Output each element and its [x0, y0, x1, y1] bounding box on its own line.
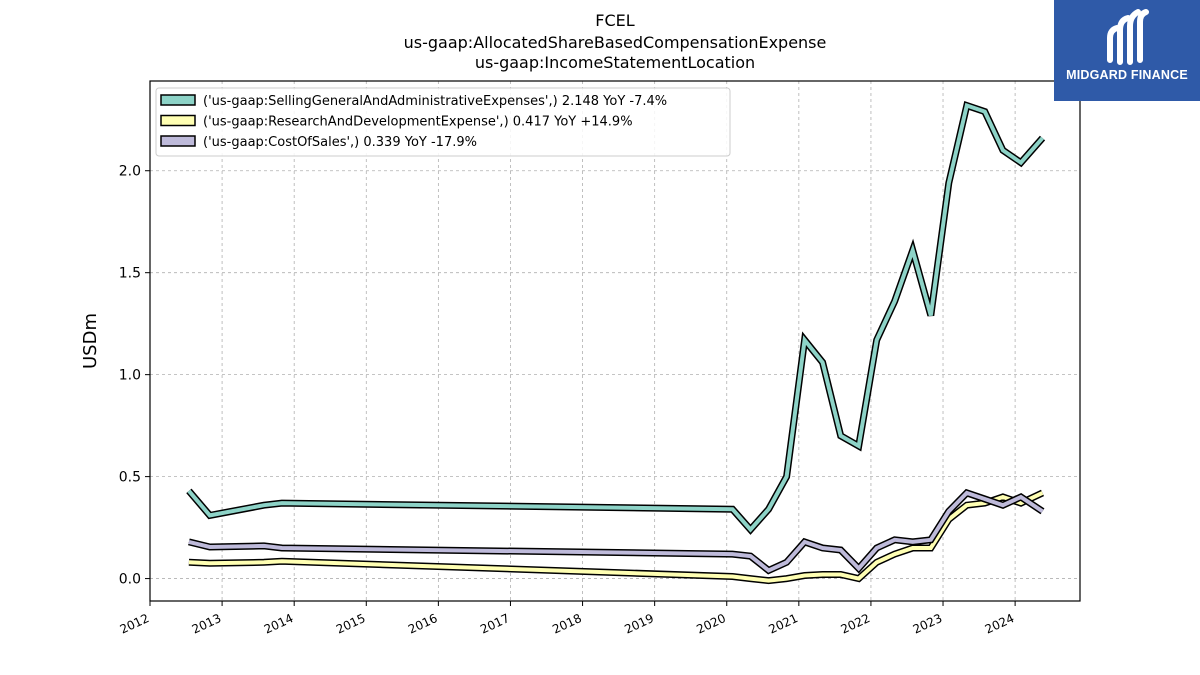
series-stroke: [187, 102, 1045, 533]
chart-title: FCEL us-gaap:AllocatedShareBasedCompensa…: [404, 11, 827, 72]
plot-area-frame: [149, 80, 1081, 602]
logo-text: MIDGARD FINANCE: [1066, 68, 1188, 82]
x-tick-label: 2020: [694, 611, 728, 637]
legend-item: ('us-gaap:ResearchAndDevelopmentExpense'…: [160, 114, 633, 130]
x-tick-label: 2016: [406, 611, 440, 637]
y-tick-label: 0.0: [119, 572, 141, 588]
x-tick-label: 2013: [190, 611, 224, 637]
title-line-1: FCEL: [595, 11, 634, 30]
x-tick-label: 2021: [767, 611, 801, 637]
x-tick-label: 2012: [118, 611, 152, 637]
y-axis: 0.0 0.5 1.0 1.5 2.0: [119, 164, 150, 588]
y-tick-label: 1.5: [119, 266, 141, 282]
legend-label: ('us-gaap:SellingGeneralAndAdministrativ…: [203, 94, 667, 109]
x-tick-label: 2015: [334, 611, 368, 637]
series-line-3: [188, 488, 1045, 575]
legend-swatch: [160, 114, 196, 127]
legend-swatch: [160, 135, 196, 147]
x-tick-label: 2019: [622, 611, 656, 637]
grid: [149, 81, 1080, 601]
legend: ('us-gaap:SellingGeneralAndAdministrativ…: [155, 87, 731, 157]
y-axis-label: USDm: [80, 313, 101, 369]
series-lines: [186, 100, 1046, 585]
x-axis: 2012 2013 2014 2015 2016 2017 2018 2019 2020 2021…: [118, 601, 1017, 637]
x-tick-label: 2024: [983, 611, 1017, 637]
x-tick-label: 2023: [911, 611, 945, 637]
legend-label: ('us-gaap:CostOfSales',) 0.339 YoY -17.9…: [203, 135, 477, 150]
x-tick-label: 2014: [262, 611, 296, 637]
y-tick-label: 0.5: [119, 470, 141, 486]
y-tick-label: 1.0: [119, 368, 141, 384]
series-line-2: [188, 489, 1044, 585]
series-outline: [186, 100, 1046, 535]
legend-swatch: [160, 94, 196, 106]
legend-item: ('us-gaap:CostOfSales',) 0.339 YoY -17.9…: [160, 135, 477, 150]
series-stroke: [188, 490, 1044, 573]
legend-item: ('us-gaap:SellingGeneralAndAdministrativ…: [160, 94, 667, 109]
y-tick-label: 2.0: [119, 164, 141, 180]
x-tick-label: 2022: [839, 611, 873, 637]
title-line-2: us-gaap:AllocatedShareBasedCompensationE…: [404, 33, 827, 52]
legend-box: [155, 87, 731, 157]
series-stroke: [188, 491, 1044, 583]
title-line-3: us-gaap:IncomeStatementLocation: [475, 53, 755, 72]
midgard-finance-logo: MIDGARD FINANCE: [1054, 0, 1200, 101]
x-tick-label: 2018: [550, 611, 584, 637]
logo-mark-icon: [1107, 9, 1149, 65]
x-tick-label: 2017: [478, 611, 512, 637]
series-line-1: [186, 100, 1046, 535]
legend-label: ('us-gaap:ResearchAndDevelopmentExpense'…: [203, 115, 633, 130]
